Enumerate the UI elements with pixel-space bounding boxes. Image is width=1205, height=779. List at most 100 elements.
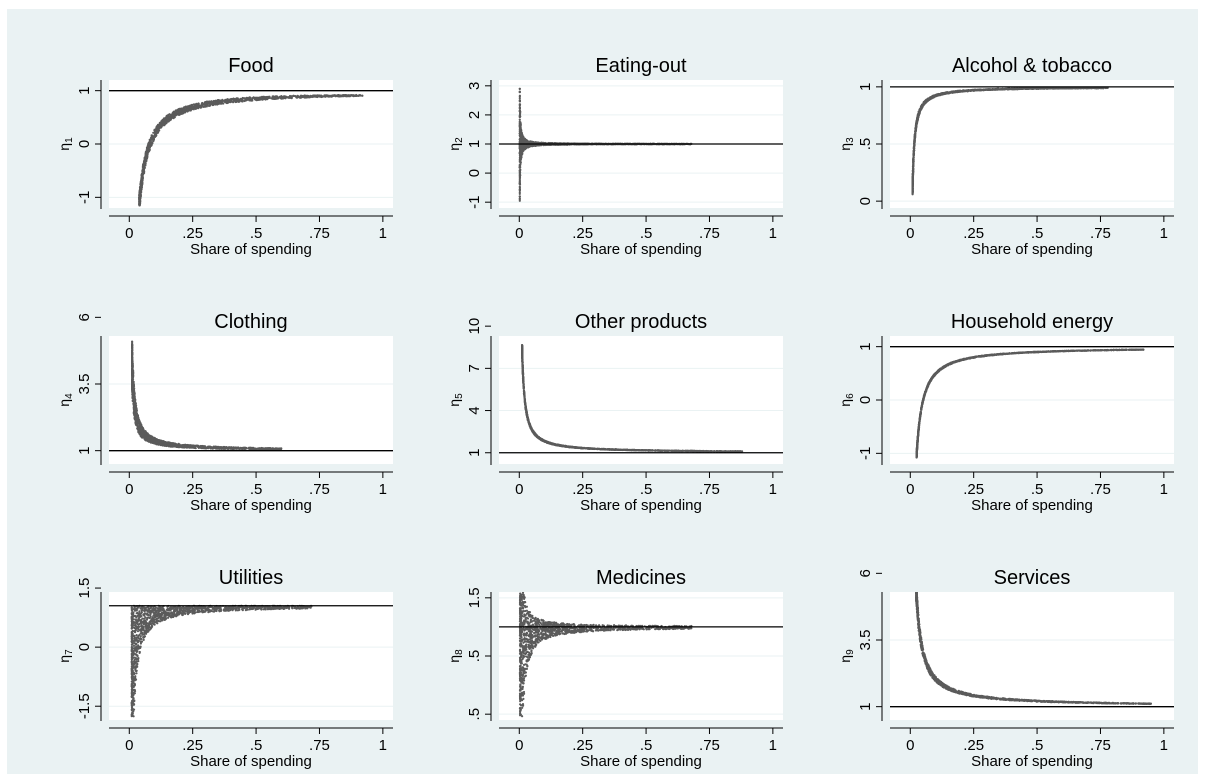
- scatter-point: [912, 180, 914, 182]
- scatter-point: [519, 165, 521, 167]
- scatter-point: [139, 186, 141, 188]
- y-axis-title: η2: [446, 137, 465, 151]
- scatter-point: [912, 164, 914, 166]
- x-tick-label: .25: [182, 225, 203, 242]
- scatter-point: [917, 114, 919, 116]
- scatter-point: [1043, 87, 1045, 89]
- scatter-point: [263, 96, 265, 98]
- scatter-point: [920, 106, 922, 108]
- scatter-point: [330, 95, 332, 97]
- scatter-point: [276, 98, 278, 100]
- scatter-point: [988, 89, 990, 91]
- y-tick-label: 2: [466, 111, 483, 119]
- scatter-point: [519, 186, 521, 188]
- scatter-point: [912, 168, 914, 170]
- scatter-point: [519, 180, 521, 182]
- y-axis-title-symbol: η: [56, 143, 72, 151]
- scatter-point: [180, 109, 182, 111]
- scatter-point: [147, 148, 149, 150]
- scatter-point: [209, 104, 211, 106]
- chart-title: Food: [228, 55, 274, 77]
- scatter-point: [193, 105, 195, 107]
- scatter-point: [200, 105, 202, 107]
- scatter-point: [1015, 88, 1017, 90]
- scatter-point: [221, 99, 223, 101]
- scatter-point: [167, 118, 169, 120]
- scatter-point: [197, 103, 199, 105]
- scatter-point: [159, 124, 161, 126]
- scatter-point: [273, 97, 275, 99]
- scatter-point: [916, 122, 918, 124]
- scatter-point: [138, 201, 140, 203]
- scatter-point: [191, 108, 193, 110]
- scatter-point: [240, 98, 242, 100]
- scatter-point: [218, 99, 220, 101]
- scatter-point: [248, 99, 250, 101]
- scatter-point: [524, 140, 526, 142]
- scatter-point: [519, 107, 521, 109]
- scatter-point: [235, 99, 237, 101]
- scatter-point: [248, 96, 250, 98]
- scatter-point: [912, 175, 914, 177]
- scatter-point: [519, 95, 521, 97]
- scatter-point: [143, 164, 145, 166]
- scatter-point: [361, 95, 363, 97]
- scatter-point: [935, 94, 937, 96]
- scatter-point: [173, 114, 175, 116]
- scatter-point: [346, 95, 348, 97]
- scatter-point: [966, 90, 968, 92]
- scatter-point: [147, 146, 149, 148]
- y-axis-title-subscript: 1: [64, 137, 75, 143]
- scatter-point: [983, 89, 985, 91]
- scatter-point: [204, 103, 206, 105]
- scatter-point: [219, 103, 221, 105]
- scatter-point: [1020, 88, 1022, 90]
- scatter-point: [521, 151, 523, 153]
- y-tick-label: 1: [857, 83, 874, 91]
- x-tick-label: .5: [250, 225, 263, 242]
- scatter-point: [1077, 87, 1079, 89]
- x-tick-label: .25: [963, 225, 984, 242]
- scatter-point: [155, 129, 157, 131]
- scatter-point: [980, 89, 982, 91]
- scatter-point: [163, 117, 165, 119]
- scatter-point: [1031, 88, 1033, 90]
- scatter-point: [949, 92, 951, 94]
- scatter-point: [912, 160, 914, 162]
- scatter-point: [321, 95, 323, 97]
- scatter-point: [175, 110, 177, 112]
- y-axis-title: η3: [837, 137, 856, 151]
- scatter-point: [211, 102, 213, 104]
- scatter-point: [282, 97, 284, 99]
- scatter-point: [918, 111, 920, 113]
- chart-title: Eating-out: [595, 55, 687, 77]
- scatter-point: [170, 118, 172, 120]
- scatter-point: [256, 99, 258, 101]
- scatter-point: [191, 104, 193, 106]
- scatter-point: [519, 188, 521, 190]
- x-tick-label: 1: [769, 225, 777, 242]
- scatter-point: [519, 122, 521, 124]
- x-tick-label: 1: [1160, 225, 1168, 242]
- scatter-point: [236, 100, 238, 102]
- y-axis-title: η1: [56, 137, 75, 151]
- scatter-point: [913, 146, 915, 148]
- scatter-point: [939, 94, 941, 96]
- scatter-point: [142, 166, 144, 168]
- x-tick-label: 0: [125, 225, 133, 242]
- scatter-point: [920, 108, 922, 110]
- scatter-point: [925, 100, 927, 102]
- plot-area: [109, 336, 393, 464]
- scatter-point: [285, 96, 287, 98]
- scatter-point: [158, 127, 160, 129]
- scatter-point: [149, 139, 151, 141]
- scatter-point: [231, 98, 233, 100]
- scatter-point: [931, 96, 933, 98]
- scatter-point: [242, 97, 244, 99]
- scatter-point: [181, 111, 183, 113]
- scatter-point: [225, 100, 227, 102]
- scatter-point: [187, 107, 189, 109]
- scatter-point: [139, 183, 141, 185]
- scatter-point: [519, 104, 521, 106]
